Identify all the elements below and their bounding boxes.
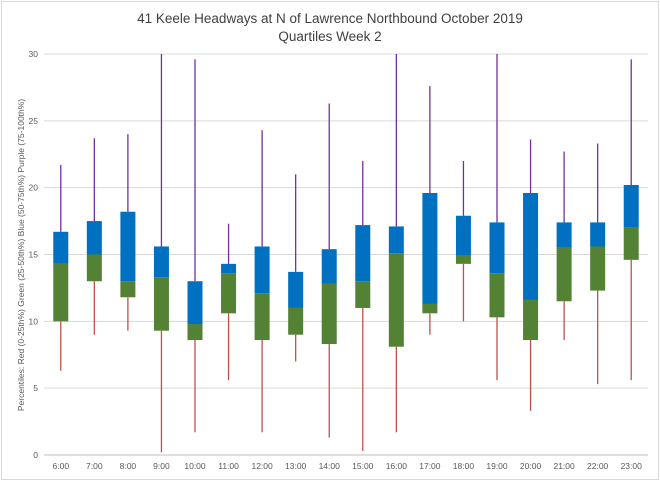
x-tick-label: 18:00 — [453, 461, 475, 471]
box-lower — [523, 299, 539, 341]
chart-title: 41 Keele Headways at N of Lawrence North… — [137, 11, 523, 26]
box-18-00 — [455, 160, 471, 322]
box-16-00 — [388, 54, 404, 433]
box-9-00 — [153, 54, 169, 453]
gridlines — [44, 53, 648, 456]
box-upper — [153, 246, 169, 278]
x-tick-label: 7:00 — [86, 461, 103, 471]
box-lower — [187, 324, 203, 341]
box-upper — [523, 193, 539, 300]
box-upper — [489, 222, 505, 274]
box-upper — [321, 249, 337, 284]
box-upper — [455, 215, 471, 256]
box-lower — [321, 283, 337, 345]
x-tick-label: 20:00 — [520, 461, 542, 471]
box-lower — [556, 247, 572, 302]
x-tick-label: 14:00 — [319, 461, 341, 471]
box-lower — [455, 255, 471, 264]
y-axis-label: Percentiles: Red (0-25th%) Green (25-50t… — [16, 99, 26, 411]
box-lower — [221, 273, 237, 314]
x-tick-label: 22:00 — [587, 461, 609, 471]
x-tick-label: 9:00 — [153, 461, 170, 471]
box-20-00 — [523, 139, 539, 411]
box-upper — [53, 231, 69, 264]
box-upper — [388, 226, 404, 254]
box-6-00 — [53, 164, 69, 371]
boxes — [53, 54, 639, 453]
y-axis-ticks: 0 5 10 15 20 25 30 — [29, 49, 39, 460]
box-upper — [187, 281, 203, 325]
box-lower — [422, 303, 438, 314]
box-lower — [489, 273, 505, 318]
box-lower — [355, 281, 371, 308]
box-lower — [254, 293, 270, 341]
box-upper — [254, 246, 270, 294]
y-tick-label: 25 — [29, 116, 39, 126]
box-22-00 — [590, 143, 606, 385]
x-tick-label: 13:00 — [285, 461, 307, 471]
x-axis-ticks: 6:00 7:00 8:00 9:00 10:00 11:00 12:00 13:00 14:0… — [53, 461, 643, 471]
box-upper — [86, 221, 102, 255]
box-21-00 — [556, 151, 572, 341]
y-tick-label: 30 — [29, 49, 39, 59]
box-upper — [590, 222, 606, 247]
box-11-00 — [221, 223, 237, 381]
box-17-00 — [422, 86, 438, 335]
box-upper — [422, 193, 438, 304]
box-lower — [388, 253, 404, 347]
x-tick-label: 12:00 — [251, 461, 273, 471]
box-19-00 — [489, 54, 505, 381]
box-upper — [288, 271, 304, 308]
box-8-00 — [120, 134, 136, 331]
box-upper — [120, 211, 136, 282]
y-tick-label: 20 — [29, 183, 39, 193]
chart-subtitle: Quartiles Week 2 — [278, 29, 382, 44]
box-23-00 — [623, 59, 639, 381]
y-tick-label: 15 — [29, 250, 39, 260]
box-7-00 — [86, 138, 102, 335]
box-upper — [221, 263, 237, 274]
box-14-00 — [321, 103, 337, 438]
y-tick-label: 0 — [33, 450, 38, 460]
box-lower — [86, 254, 102, 282]
x-tick-label: 23:00 — [621, 461, 643, 471]
box-upper — [623, 184, 639, 228]
x-tick-label: 15:00 — [352, 461, 374, 471]
box-10-00 — [187, 59, 203, 433]
x-tick-label: 21:00 — [553, 461, 575, 471]
x-tick-label: 10:00 — [184, 461, 206, 471]
box-15-00 — [355, 160, 371, 451]
box-13-00 — [288, 174, 304, 362]
x-tick-label: 17:00 — [419, 461, 441, 471]
box-lower — [288, 307, 304, 335]
box-lower — [153, 277, 169, 331]
x-tick-label: 8:00 — [120, 461, 137, 471]
x-tick-label: 6:00 — [53, 461, 70, 471]
box-lower — [623, 227, 639, 260]
y-tick-label: 5 — [33, 383, 38, 393]
box-lower — [590, 246, 606, 291]
box-12-00 — [254, 130, 270, 433]
x-tick-label: 11:00 — [218, 461, 239, 471]
box-upper — [556, 222, 572, 248]
box-upper — [355, 225, 371, 282]
x-tick-label: 16:00 — [386, 461, 408, 471]
y-tick-label: 10 — [29, 316, 39, 326]
box-lower — [120, 281, 136, 298]
x-tick-label: 19:00 — [486, 461, 508, 471]
box-lower — [53, 263, 69, 322]
